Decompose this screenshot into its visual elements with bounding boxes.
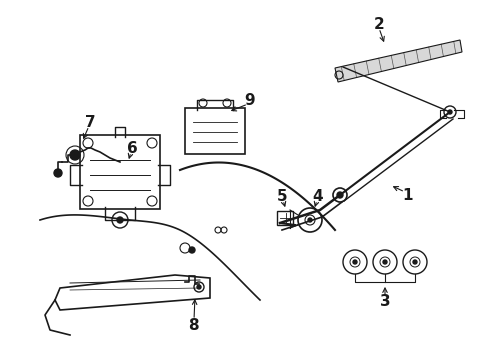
Text: 1: 1 (403, 188, 413, 202)
Circle shape (448, 110, 452, 114)
Circle shape (383, 260, 387, 264)
Text: 3: 3 (380, 294, 391, 310)
Text: 4: 4 (313, 189, 323, 203)
Text: 8: 8 (188, 318, 198, 333)
Circle shape (189, 247, 195, 253)
Text: 5: 5 (277, 189, 287, 203)
FancyBboxPatch shape (80, 135, 160, 209)
Circle shape (353, 260, 357, 264)
Text: 2: 2 (373, 17, 384, 32)
Text: 9: 9 (245, 93, 255, 108)
Circle shape (54, 169, 62, 177)
Text: 7: 7 (85, 114, 96, 130)
Text: 6: 6 (126, 140, 137, 156)
Circle shape (413, 260, 417, 264)
Circle shape (117, 217, 123, 223)
Polygon shape (335, 40, 462, 82)
FancyBboxPatch shape (185, 108, 245, 154)
Circle shape (337, 192, 343, 198)
Circle shape (197, 285, 201, 289)
Circle shape (308, 218, 312, 222)
Circle shape (70, 150, 80, 160)
FancyBboxPatch shape (277, 211, 293, 225)
